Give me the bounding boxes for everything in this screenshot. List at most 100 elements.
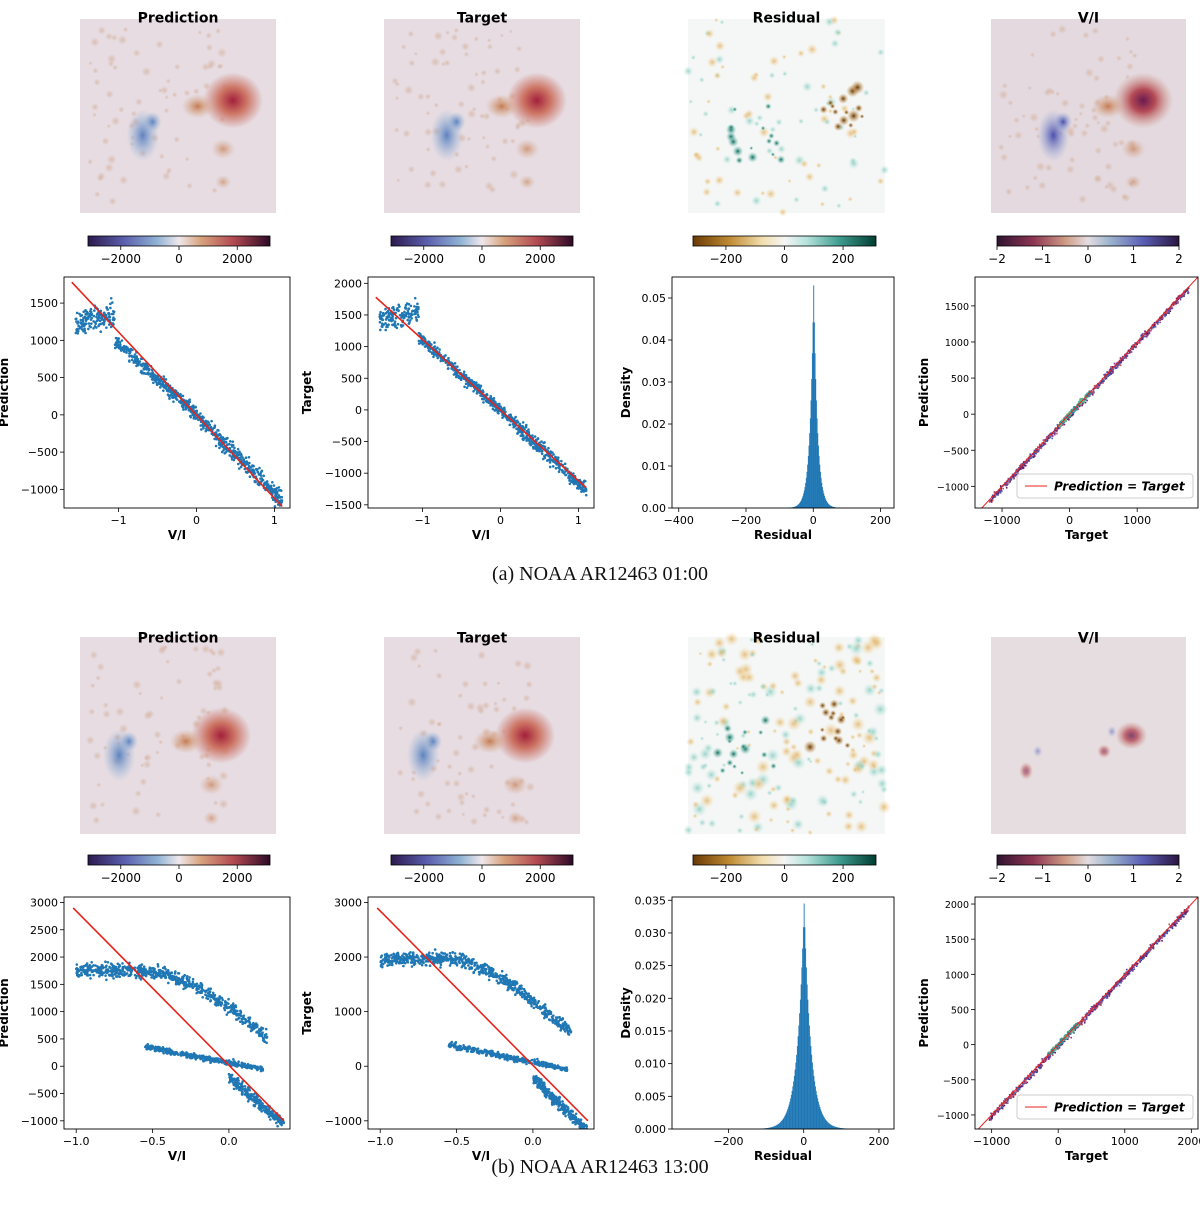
- y-tick-label: 0.05: [642, 292, 667, 305]
- density-point: [1037, 446, 1039, 448]
- scatter-point: [496, 403, 499, 407]
- scatter-point: [85, 313, 89, 316]
- histogram-bar: [795, 506, 797, 508]
- map-speckle: [759, 683, 767, 691]
- map-speckle: [793, 196, 800, 204]
- map-residual-spot: [859, 114, 865, 119]
- scatter-point: [260, 1110, 263, 1113]
- scatter-point: [82, 322, 85, 325]
- scatter-point: [117, 972, 120, 975]
- scatter-point: [146, 372, 150, 376]
- map-speckle: [501, 137, 509, 146]
- histogram-bar: [833, 507, 835, 508]
- density-point: [1148, 331, 1151, 334]
- map-negative-spot: [120, 731, 138, 752]
- map-speckle: [819, 201, 826, 208]
- scatter-point: [217, 1002, 220, 1006]
- scatter-point: [518, 422, 522, 426]
- scatter-point: [259, 474, 263, 477]
- map-positive-spot: [199, 774, 224, 795]
- histogram-bar: [814, 353, 816, 508]
- map-speckle: [842, 820, 855, 833]
- map-speckle: [997, 144, 1005, 151]
- scatter-point: [563, 462, 567, 466]
- scatter-point: [169, 393, 173, 397]
- scatter-point: [379, 310, 382, 314]
- map-speckle: [698, 746, 713, 761]
- scatter-point: [83, 972, 87, 976]
- map-speckle: [698, 762, 708, 772]
- map-speckle: [796, 49, 806, 58]
- map-speckle: [683, 761, 695, 773]
- scatter-point: [218, 995, 222, 998]
- map-speckle: [171, 91, 178, 98]
- density-point: [1176, 299, 1178, 302]
- map-speckle: [513, 66, 521, 74]
- map-speckle: [823, 118, 832, 126]
- density-point: [1164, 315, 1166, 318]
- scatter-point: [199, 986, 203, 989]
- density-point: [1102, 379, 1104, 381]
- density-point: [1042, 444, 1045, 446]
- density-point: [1048, 437, 1050, 440]
- scatter-point: [511, 416, 514, 420]
- legend-label: Prediction = Target: [1054, 480, 1186, 494]
- scatter-point: [119, 972, 123, 976]
- density-point: [1177, 296, 1179, 299]
- map-speckle: [456, 792, 466, 802]
- scatter-point: [130, 969, 134, 973]
- colorbar-tick-label: −1: [1034, 252, 1052, 266]
- scatter-point: [179, 401, 182, 404]
- map-residual-spot: [833, 726, 843, 736]
- scatter-point: [124, 973, 127, 976]
- scatter-point: [188, 398, 191, 401]
- map-speckle: [425, 110, 431, 116]
- scatter-point: [252, 470, 256, 473]
- density-point: [1016, 472, 1019, 475]
- map-speckle: [819, 83, 827, 91]
- density-point: [993, 495, 995, 497]
- map-speckle: [787, 795, 799, 806]
- scatter-point: [438, 348, 441, 351]
- scatter-point: [98, 975, 101, 978]
- y-tick-label: 1500: [945, 302, 969, 313]
- density-point: [1027, 459, 1030, 462]
- map-speckle: [409, 652, 419, 663]
- map-speckle: [775, 118, 783, 127]
- scatter-point: [392, 308, 396, 312]
- map-speckle: [847, 196, 853, 202]
- scatter-point: [145, 1045, 148, 1048]
- scatter-point: [542, 441, 545, 445]
- scatter-point: [271, 498, 275, 502]
- density-point: [1140, 338, 1142, 341]
- map-speckle: [407, 165, 416, 173]
- plot-a-0: [60, 276, 291, 512]
- density-point: [1160, 316, 1163, 318]
- scatter-point: [420, 340, 424, 344]
- scatter-point: [238, 1016, 241, 1020]
- scatter-point: [185, 400, 189, 404]
- scatter-point: [547, 446, 550, 450]
- scatter-point: [79, 966, 82, 969]
- map-speckle: [218, 770, 229, 781]
- density-point: [1067, 418, 1069, 420]
- scatter-point: [75, 311, 79, 315]
- map-speckle: [773, 716, 787, 729]
- histogram-bar: [807, 456, 809, 508]
- map-speckle: [1091, 27, 1100, 35]
- map-speckle: [413, 51, 418, 56]
- colorbar-tick-label: −2000: [100, 871, 141, 885]
- colorbar-tick-label: 2000: [525, 871, 556, 885]
- scatter-point: [260, 479, 263, 483]
- density-point: [1014, 472, 1017, 474]
- map-speckle: [466, 136, 472, 142]
- scatter-point: [409, 304, 413, 308]
- scatter-point: [410, 312, 413, 316]
- scatter-point: [111, 966, 115, 970]
- map-positive-spot: [519, 174, 536, 189]
- scatter-point: [252, 1027, 255, 1031]
- histogram-bar: [823, 493, 825, 508]
- scatter-point: [175, 978, 179, 982]
- scatter-point: [467, 382, 470, 386]
- map-speckle: [698, 651, 703, 656]
